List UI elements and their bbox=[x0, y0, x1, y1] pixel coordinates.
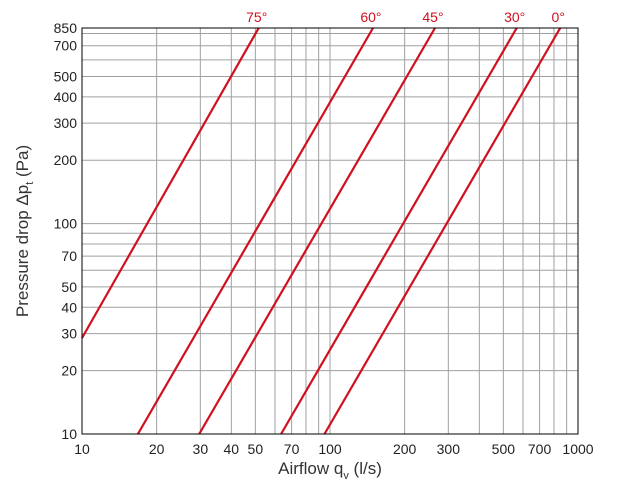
series-label-3: 30° bbox=[504, 9, 525, 25]
y-tick-label: 400 bbox=[54, 89, 78, 105]
x-tick-label: 10 bbox=[74, 441, 90, 457]
y-tick-label: 10 bbox=[61, 426, 77, 442]
series-line-3 bbox=[280, 27, 518, 435]
y-tick-label: 20 bbox=[61, 363, 77, 379]
series-label-4: 0° bbox=[552, 9, 565, 25]
x-axis-title-main: Airflow q bbox=[278, 459, 343, 478]
series-label-2: 45° bbox=[422, 9, 443, 25]
y-tick-label: 70 bbox=[61, 248, 77, 264]
series-labels: 75° 60° 45° 30° 0° bbox=[246, 9, 565, 25]
y-tick-label: 500 bbox=[54, 68, 78, 84]
y-tick-label: 30 bbox=[61, 326, 77, 342]
y-axis-title-main: Pressure drop Δp bbox=[13, 185, 32, 317]
x-tick-label: 1000 bbox=[562, 441, 593, 457]
series-lines bbox=[81, 27, 562, 435]
x-tick-label: 30 bbox=[193, 441, 209, 457]
series-line-4 bbox=[323, 27, 562, 435]
x-tick-label: 100 bbox=[318, 441, 342, 457]
y-axis-title: Pressure drop Δpt (Pa) bbox=[13, 145, 36, 317]
x-tick-label: 200 bbox=[393, 441, 417, 457]
series-line-1 bbox=[136, 27, 374, 435]
x-tick-label: 70 bbox=[284, 441, 300, 457]
x-tick-label: 20 bbox=[149, 441, 165, 457]
y-tick-label: 700 bbox=[54, 38, 78, 54]
plot-frame bbox=[81, 27, 579, 435]
x-tick-label: 40 bbox=[224, 441, 240, 457]
series-line-2 bbox=[198, 27, 436, 435]
y-tick-label: 200 bbox=[54, 152, 78, 168]
x-axis-title-unit: (l/s) bbox=[349, 459, 382, 478]
grid bbox=[81, 27, 579, 435]
x-axis-title: Airflow qv (l/s) bbox=[278, 459, 382, 482]
series-line-0 bbox=[81, 27, 260, 339]
y-axis-title-unit: (Pa) bbox=[13, 145, 32, 182]
x-tick-label: 700 bbox=[528, 441, 552, 457]
y-axis-title-subscript: t bbox=[24, 182, 36, 185]
y-tick-label: 100 bbox=[54, 216, 78, 232]
x-axis-title-subscript: v bbox=[343, 470, 349, 482]
y-tick-label: 50 bbox=[61, 279, 77, 295]
x-tick-label: 500 bbox=[492, 441, 516, 457]
series-label-1: 60° bbox=[360, 9, 381, 25]
x-tick-label: 50 bbox=[248, 441, 264, 457]
y-tick-label: 850 bbox=[54, 20, 78, 36]
x-axis-ticks: 10 20 30 40 50 70 100 200 300 500 700 1000 bbox=[74, 441, 594, 457]
y-tick-label: 40 bbox=[61, 299, 77, 315]
series-label-0: 75° bbox=[246, 9, 267, 25]
y-axis-ticks: 10 20 30 40 50 70 100 200 300 400 500 700 850 bbox=[54, 20, 78, 442]
x-tick-label: 300 bbox=[437, 441, 461, 457]
y-tick-label: 300 bbox=[54, 115, 78, 131]
